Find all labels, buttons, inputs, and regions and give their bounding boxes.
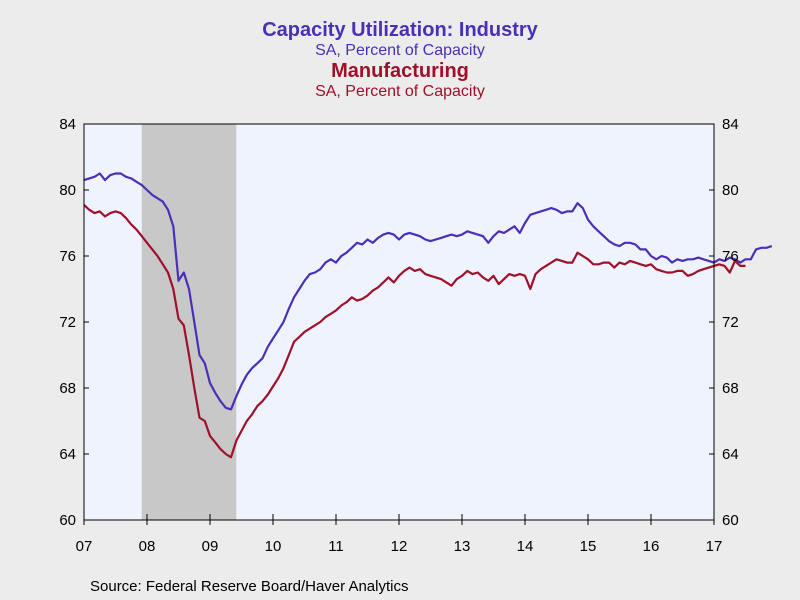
industry-series-line bbox=[83, 172, 773, 411]
chart-titles: Capacity Utilization: Industry SA, Perce… bbox=[0, 18, 800, 100]
x-tick-label: 09 bbox=[202, 538, 219, 555]
y-tick-label-right: 60 bbox=[722, 512, 739, 529]
y-tick-label-left: 80 bbox=[59, 182, 76, 199]
y-tick-label-left: 64 bbox=[59, 446, 76, 463]
y-tick-label-left: 84 bbox=[59, 116, 76, 133]
y-tick-label-left: 60 bbox=[59, 512, 76, 529]
source-note: Source: Federal Reserve Board/Haver Anal… bbox=[90, 578, 409, 595]
y-tick-label-left: 76 bbox=[59, 248, 76, 265]
x-tick-label: 13 bbox=[454, 538, 471, 555]
y-tick-label-right: 68 bbox=[722, 380, 739, 397]
x-tick-label: 12 bbox=[391, 538, 408, 555]
x-tick-label: 08 bbox=[139, 538, 156, 555]
manufacturing-series-line bbox=[83, 204, 746, 459]
y-tick-label-right: 84 bbox=[722, 116, 739, 133]
y-tick-label-right: 64 bbox=[722, 446, 739, 463]
industry-series-title: Capacity Utilization: Industry bbox=[262, 19, 538, 41]
y-tick-label-left: 72 bbox=[59, 314, 76, 331]
x-tick-label: 11 bbox=[328, 538, 344, 555]
recession-shading bbox=[141, 124, 237, 520]
industry-series-subtitle: SA, Percent of Capacity bbox=[315, 42, 485, 59]
x-tick-label: 17 bbox=[706, 538, 723, 555]
manufacturing-series-title: Manufacturing bbox=[331, 60, 469, 82]
x-tick-label: 10 bbox=[265, 538, 282, 555]
x-tick-label: 15 bbox=[580, 538, 597, 555]
manufacturing-series-subtitle: SA, Percent of Capacity bbox=[315, 83, 485, 100]
x-tick-label: 14 bbox=[517, 538, 534, 555]
y-tick-label-right: 80 bbox=[722, 182, 739, 199]
x-tick-label: 16 bbox=[643, 538, 660, 555]
y-tick-label-right: 76 bbox=[722, 248, 739, 265]
y-tick-label-left: 68 bbox=[59, 380, 76, 397]
y-tick-label-right: 72 bbox=[722, 314, 739, 331]
x-tick-label: 07 bbox=[76, 538, 93, 555]
